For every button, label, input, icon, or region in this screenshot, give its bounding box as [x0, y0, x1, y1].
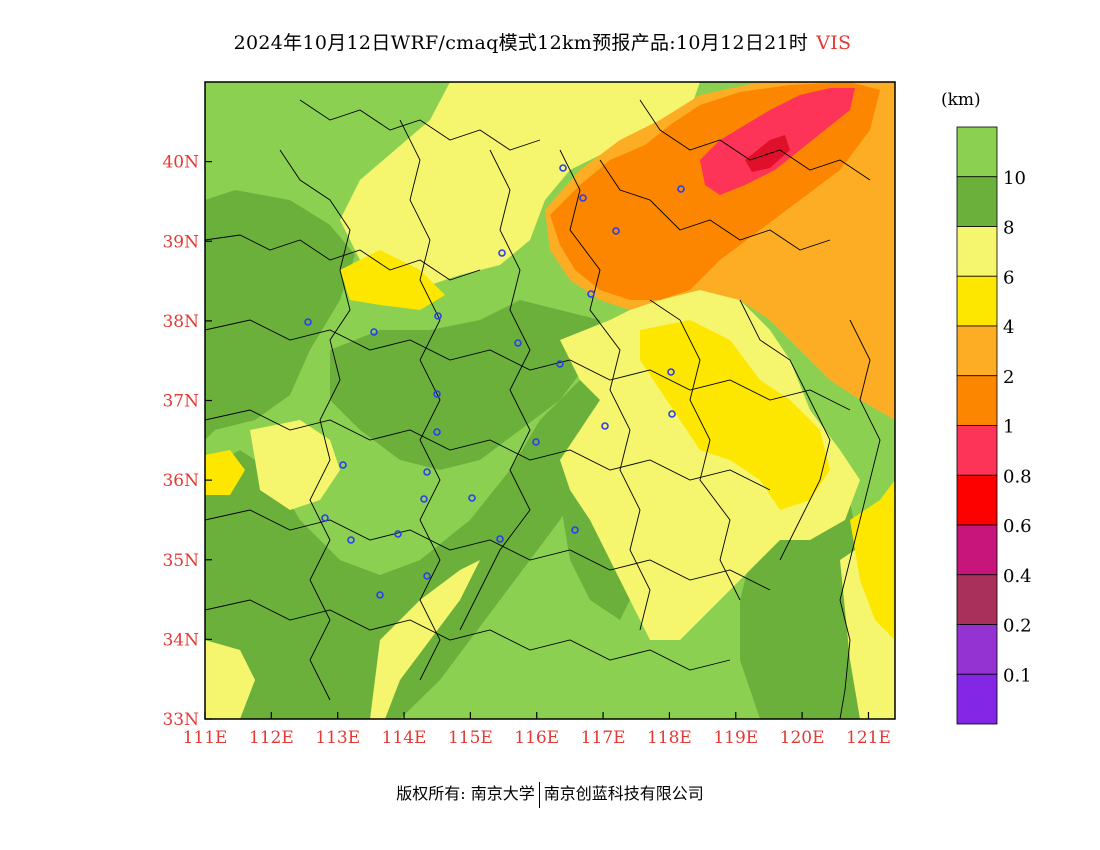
colorbar-label: 1 — [1003, 417, 1014, 438]
colorbar-swatch — [956, 375, 998, 426]
colorbar-swatch — [956, 673, 998, 725]
colorbar-label: 2 — [1003, 367, 1014, 388]
vis-6-8-area — [205, 640, 255, 719]
colorbar-label: 0.8 — [1003, 466, 1032, 487]
lon-tick-label: 118E — [647, 728, 692, 748]
colorbar-swatch — [956, 126, 998, 178]
colorbar-swatch — [956, 226, 998, 277]
lon-tick-label: 112E — [249, 728, 294, 748]
visibility-field — [205, 82, 895, 719]
vis-4-6-area — [340, 250, 445, 310]
footer-separator — [538, 781, 540, 808]
vis-4-6-area — [850, 480, 895, 640]
colorbar-label: 6 — [1003, 267, 1014, 288]
colorbar-label: 0.1 — [1003, 665, 1032, 686]
vis-6-8-area — [250, 420, 340, 510]
lat-tick-label: 36N — [162, 471, 199, 491]
colorbar-label: 8 — [1003, 218, 1014, 239]
colorbar-swatch — [956, 275, 998, 327]
lat-tick-label: 35N — [162, 551, 199, 571]
lon-tick-label: 121E — [846, 728, 891, 748]
colorbar-swatch — [956, 524, 998, 576]
vis-6-8-area — [370, 560, 480, 719]
lon-tick-label: 119E — [713, 728, 758, 748]
colorbar-label: 0.6 — [1003, 516, 1032, 537]
lon-tick-label: 117E — [581, 728, 626, 748]
footer-right: 南京创蓝科技有限公司 — [543, 784, 704, 803]
colorbar-swatch — [956, 176, 998, 227]
lat-tick-label: 40N — [162, 153, 199, 173]
lat-tick-label: 33N — [162, 710, 199, 730]
title-variable: VIS — [816, 32, 852, 54]
colorbar-swatch — [956, 574, 998, 625]
lon-tick-label: 115E — [448, 728, 493, 748]
latitude-axis: 33N 34N 35N 36N 37N 38N 39N 40N — [162, 153, 212, 730]
chart-title: 2024年10月12日WRF/cmaq模式12km预报产品:10月12日21时 V… — [0, 28, 1085, 55]
colorbar-label: 0.2 — [1003, 616, 1032, 637]
colorbar-swatch — [956, 624, 998, 675]
city-markers — [304, 164, 685, 599]
lon-tick-label: 120E — [780, 728, 825, 748]
lat-tick-label: 34N — [162, 630, 199, 650]
colorbar-swatch — [956, 425, 998, 476]
lat-tick-label: 39N — [162, 232, 199, 252]
colorbar-label: 4 — [1003, 317, 1014, 338]
colorbar-label: 10 — [1003, 168, 1026, 189]
copyright-footer: 版权所有: 南京大学 南京创蓝科技有限公司 — [0, 780, 1100, 808]
vis-lt0.8-area — [745, 135, 790, 172]
colorbar: 10 8 6 4 2 1 0.8 0.6 0.4 0.2 0.1 — [956, 126, 1032, 725]
colorbar-swatch — [956, 325, 998, 377]
colorbar-label: 0.4 — [1003, 566, 1032, 587]
vis-4-6-area — [640, 320, 830, 510]
lon-tick-label: 116E — [514, 728, 559, 748]
colorbar-unit: (km) — [941, 90, 981, 110]
lon-tick-label: 113E — [315, 728, 360, 748]
longitude-axis: 111E 112E 113E 114E 115E 116E 117E 118E 119E 120E… — [183, 712, 891, 748]
vis-8-10-area — [205, 190, 355, 440]
vis-6-8-area — [560, 290, 860, 640]
vis-6-8-area — [340, 82, 700, 290]
vis-4-6-area — [205, 450, 245, 495]
title-main: 2024年10月12日WRF/cmaq模式12km预报产品:10月12日21时 — [233, 32, 809, 54]
lon-tick-label: 114E — [382, 728, 427, 748]
lat-tick-label: 37N — [162, 392, 199, 412]
colorbar-swatch — [956, 474, 998, 526]
vis-8-10-area — [330, 300, 600, 470]
vis-8-10-area — [205, 330, 650, 719]
lon-tick-label: 111E — [183, 728, 228, 748]
footer-left: 版权所有: 南京大学 — [396, 784, 535, 803]
lat-tick-label: 38N — [162, 312, 199, 332]
admin-boundaries — [205, 99, 881, 719]
